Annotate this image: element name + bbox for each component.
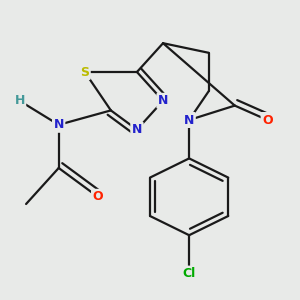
Text: N: N xyxy=(132,123,142,136)
Text: Cl: Cl xyxy=(182,267,196,280)
Text: S: S xyxy=(80,65,89,79)
Text: N: N xyxy=(184,113,194,127)
Text: O: O xyxy=(262,113,273,127)
Text: N: N xyxy=(53,118,64,131)
Text: O: O xyxy=(92,190,103,203)
Text: N: N xyxy=(158,94,168,107)
Text: H: H xyxy=(14,94,25,107)
